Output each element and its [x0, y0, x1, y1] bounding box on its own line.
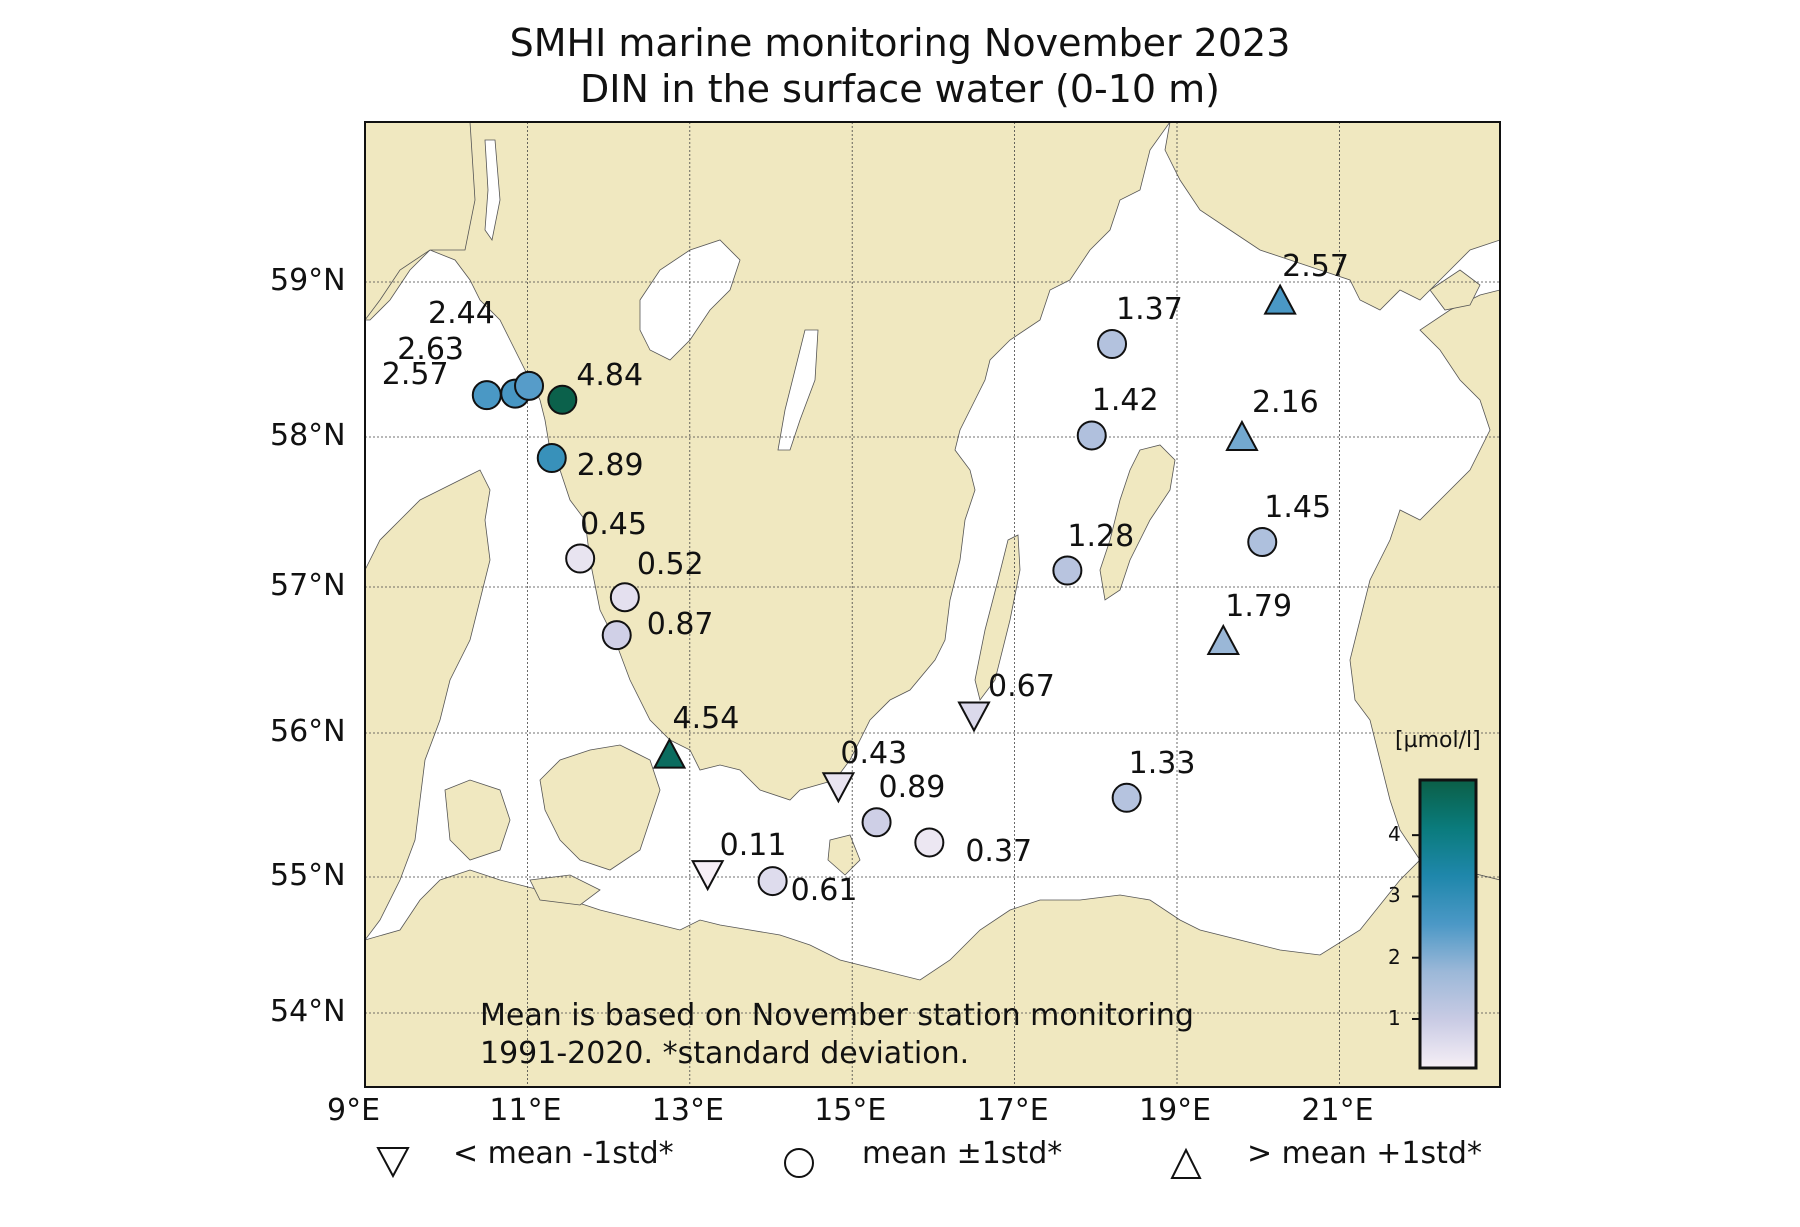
station-circle-marker: [1247, 527, 1278, 557]
land-saaremaa: [1429, 269, 1481, 311]
figure-subtitle: DIN in the surface water (0-10 m): [580, 67, 1220, 111]
station-circle-marker: [1076, 420, 1107, 451]
latitude-tick-label: 57°N: [270, 568, 346, 603]
land-lolland: [529, 874, 601, 906]
latitude-tick-label: 55°N: [270, 858, 346, 893]
station-circle-marker: [757, 866, 788, 897]
map-frame: [364, 121, 1501, 1088]
station-circle-marker: [609, 582, 640, 613]
station-up-triangle-marker: [1206, 623, 1240, 656]
land-finland: [1164, 122, 1500, 311]
station-value-label: 0.43: [840, 736, 908, 772]
legend-mean-label: mean ±1std*: [862, 1136, 1063, 1171]
station-circle-marker: [861, 807, 892, 838]
station-circle-marker: [536, 443, 567, 473]
station-down-triangle-marker: [821, 772, 856, 804]
station-value-label: 0.37: [965, 834, 1033, 870]
water-oslofjord: [484, 139, 501, 241]
land-south-coast: [365, 859, 1500, 1087]
longitude-tick-label: 21°E: [1301, 1093, 1374, 1128]
latitude-tick-label: 56°N: [270, 714, 346, 749]
station-value-label: 0.11: [719, 828, 787, 864]
station-value-label: 2.89: [576, 448, 644, 483]
legend-above-label: > mean +1std*: [1247, 1136, 1482, 1171]
land-jutland: [365, 469, 491, 941]
station-value-label: 1.42: [1091, 383, 1159, 419]
land-layer: [365, 122, 1500, 1087]
station-up-triangle-marker: [1225, 419, 1259, 451]
station-up-triangle-marker: [1263, 283, 1297, 315]
colorbar-tick-label: 1: [1388, 1005, 1401, 1030]
station-value-label: 0.67: [988, 669, 1055, 705]
station-circle-marker: [547, 384, 578, 415]
station-circle-marker: [1052, 555, 1083, 586]
colorbar-tick-label: 4: [1388, 822, 1401, 847]
legend-below-label: < mean -1std*: [453, 1136, 674, 1171]
longitude-tick-label: 13°E: [651, 1093, 724, 1128]
colorbar-unit: [µmol/l]: [1395, 728, 1481, 753]
station-value-label: 2.57: [381, 357, 449, 393]
station-value-label: 1.33: [1128, 745, 1196, 781]
station-down-triangle-marker: [690, 860, 725, 892]
station-value-label: 1.45: [1264, 490, 1332, 525]
station-value-label: 0.89: [878, 770, 946, 806]
longitude-tick-label: 11°E: [489, 1093, 562, 1128]
legend-above-symbol: [1170, 1147, 1202, 1179]
colorbar-tick-label: 2: [1388, 944, 1401, 969]
station-value-label: 0.61: [790, 873, 858, 909]
station-value-label: 2.57: [1282, 248, 1349, 284]
station-circle-marker: [1097, 329, 1128, 359]
longitude-tick-label: 19°E: [1139, 1093, 1212, 1128]
station-value-label: 2.63: [397, 331, 465, 367]
latitude-tick-label: 59°N: [270, 263, 346, 298]
land-funen: [444, 779, 511, 861]
graticule: [365, 122, 1500, 1087]
station-value-label: 0.45: [580, 506, 647, 542]
lake-vattern: [777, 329, 819, 451]
station-value-label: 1.79: [1225, 589, 1293, 625]
figure-title: SMHI marine monitoring November 2023: [509, 21, 1291, 65]
land-sweden: [365, 122, 1171, 801]
legend-mean-symbol: [784, 1148, 814, 1178]
colorbar-tick-label: 3: [1388, 883, 1401, 908]
longitude-tick-label: 9°E: [327, 1093, 381, 1128]
note-line-2: 1991-2020. *standard deviation.: [480, 1036, 970, 1071]
latitude-tick-label: 54°N: [270, 994, 346, 1029]
station-value-label: 1.37: [1116, 292, 1183, 327]
land-oland: [974, 534, 1021, 701]
land-zealand: [539, 744, 661, 871]
colorbar: [1418, 778, 1478, 1070]
station-down-triangle-marker: [957, 701, 991, 733]
station-value-label: 4.84: [576, 357, 644, 393]
land-norway-south: [365, 122, 476, 321]
station-value-label: 4.54: [672, 700, 740, 736]
station-value-label: 2.16: [1251, 385, 1319, 420]
note-line-1: Mean is based on November station monito…: [480, 998, 1194, 1033]
station-value-label: 0.87: [646, 607, 714, 643]
station-value-label: 0.52: [636, 547, 704, 583]
longitude-tick-label: 17°E: [976, 1093, 1049, 1128]
station-up-triangle-marker: [652, 737, 687, 769]
land-gotland: [1099, 444, 1176, 601]
station-circle-marker: [914, 827, 945, 858]
colorbar-ticks: [1412, 834, 1420, 1020]
legend-below-symbol: [376, 1147, 410, 1179]
station-circle-marker: [471, 380, 502, 411]
station-value-label: 1.28: [1067, 518, 1135, 554]
land-baltics: [1349, 289, 1500, 881]
latitude-tick-label: 58°N: [270, 418, 346, 453]
longitude-tick-label: 15°E: [814, 1093, 887, 1128]
station-circle-marker: [565, 543, 596, 574]
station-circle-marker: [601, 620, 632, 651]
stations-layer: [471, 283, 1297, 897]
station-circle-marker: [1111, 782, 1142, 813]
station-circle-marker: [514, 370, 545, 401]
station-value-label: 2.44: [428, 295, 495, 331]
